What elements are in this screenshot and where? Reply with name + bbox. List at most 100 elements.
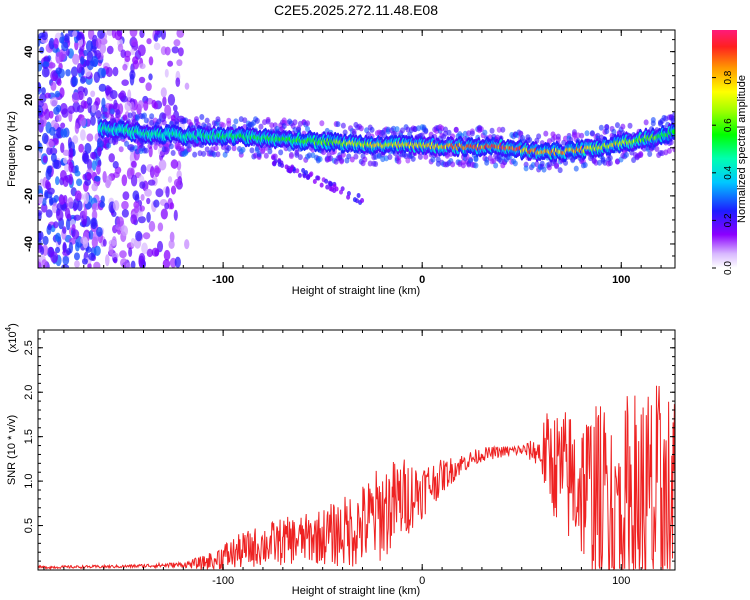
ridge-halo <box>584 130 590 137</box>
noise-blob <box>117 43 124 53</box>
noise-blob <box>41 87 46 95</box>
ridge-halo <box>373 161 379 168</box>
ridge-halo <box>231 145 237 152</box>
noise-blob <box>137 216 146 224</box>
noise-blob <box>122 63 128 71</box>
noise-blob <box>138 255 145 268</box>
noise-blob <box>166 107 172 120</box>
ridge-core <box>672 129 675 135</box>
noise-blob <box>68 161 74 173</box>
noise-blob <box>80 100 87 109</box>
noise-blob <box>45 209 53 218</box>
noise-blob <box>53 221 59 229</box>
noise-blob <box>72 53 80 65</box>
noise-blob <box>133 205 139 214</box>
ridge-halo <box>589 130 595 137</box>
noise-blob <box>155 188 164 198</box>
noise-blob <box>80 56 85 65</box>
noise-blob <box>55 209 64 221</box>
noise-blob <box>60 128 68 138</box>
noise-blob <box>62 157 68 164</box>
noise-blob <box>104 85 111 96</box>
ridge-halo <box>161 119 167 126</box>
noise-blob <box>48 110 54 119</box>
ridge-halo <box>623 151 629 158</box>
colorbar-gradient <box>712 30 737 268</box>
ridge-halo <box>435 156 441 163</box>
noise-blob <box>47 187 55 195</box>
noise-blob <box>96 226 103 237</box>
x-tick-label: -100 <box>212 274 234 286</box>
noise-blob <box>71 229 80 240</box>
ridge-halo <box>527 136 533 143</box>
ridge-halo <box>536 133 542 140</box>
noise-blob <box>171 46 179 54</box>
noise-blob <box>153 42 161 51</box>
y-tick-label: -40 <box>23 236 35 252</box>
ridge-halo <box>288 153 294 160</box>
noise-blob <box>121 79 129 87</box>
noise-blob <box>130 48 135 56</box>
snr-x-ticks: -100 0 100 <box>43 330 662 587</box>
noise-blob <box>163 249 171 261</box>
ridge-halo <box>201 150 207 157</box>
noise-blob <box>91 104 97 114</box>
ridge-halo <box>523 165 529 172</box>
noise-blob <box>148 73 153 81</box>
noise-blob <box>39 46 45 54</box>
colorbar-tick-label: 0.2 <box>723 213 734 227</box>
streak-blob <box>356 193 361 199</box>
ridge-halo <box>294 149 300 156</box>
streak-blob <box>271 160 276 166</box>
noise-blob <box>54 90 61 98</box>
noise-blob <box>85 40 94 53</box>
ridge-halo <box>242 117 248 124</box>
snr-y-ticks: 0.5 1.0 1.5 2.0 2.5 <box>23 338 675 562</box>
ridge-halo <box>598 124 604 131</box>
ridge-halo <box>305 120 311 127</box>
noise-blob <box>60 122 66 129</box>
noise-blob <box>47 62 56 69</box>
ridge-halo <box>557 167 563 174</box>
y-tick-label: 1.0 <box>23 473 35 488</box>
ridge-halo <box>281 122 287 129</box>
streak-blob <box>305 175 310 181</box>
ridge-halo <box>369 126 375 133</box>
ridge-halo <box>631 156 637 163</box>
ridge-halo <box>482 129 488 136</box>
ridge-halo <box>161 113 167 120</box>
noise-blob <box>127 89 132 101</box>
ridge-halo <box>607 155 613 162</box>
ridge-halo <box>496 126 502 133</box>
snr-panel: 0.5 1.0 1.5 2.0 2.5 -100 0 100 Height of strai… <box>4 323 676 597</box>
noise-blob <box>144 188 152 197</box>
ridge-halo <box>118 146 124 153</box>
noise-blob <box>177 47 184 57</box>
ridge-halo <box>141 112 147 119</box>
noise-blob <box>97 146 102 157</box>
noise-blob <box>56 78 62 86</box>
y-tick-label: 2.0 <box>23 385 35 400</box>
ridge-halo <box>240 146 246 153</box>
ridge-halo <box>168 143 174 150</box>
streak-blob <box>332 188 337 194</box>
ridge-halo <box>423 153 429 160</box>
ridge-halo <box>423 127 429 134</box>
ridge-halo <box>666 147 672 154</box>
noise-blob <box>91 183 98 192</box>
streak-blob <box>288 167 293 173</box>
noise-blob <box>120 49 127 59</box>
noise-blob <box>184 239 190 250</box>
ridge-halo <box>358 125 364 132</box>
colorbar-tick-label: 0.6 <box>723 118 734 132</box>
streak-blob <box>325 184 330 190</box>
noise-blob <box>88 252 96 261</box>
noise-blob <box>90 151 96 160</box>
noise-blob <box>38 60 43 72</box>
noise-blob <box>42 198 47 206</box>
ridge-halo <box>367 160 373 167</box>
noise-blob <box>155 30 160 36</box>
ridge-halo <box>500 126 506 133</box>
ridge-halo <box>579 132 585 139</box>
noise-blob <box>142 232 151 240</box>
